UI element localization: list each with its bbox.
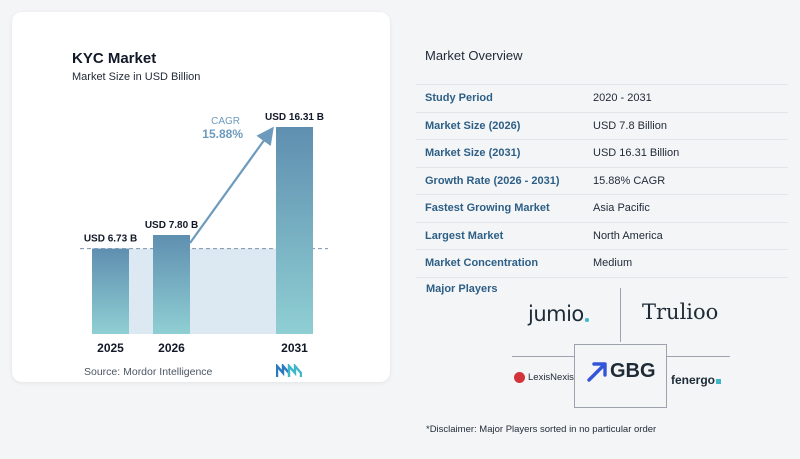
bar-value-label: USD 16.31 B	[265, 112, 324, 123]
x-tick-label: 2026	[158, 341, 185, 355]
jumio-dot-icon	[584, 318, 589, 322]
gbg-arrow-icon	[587, 361, 607, 382]
bar-value-label: USD 6.73 B	[84, 234, 137, 245]
divider	[574, 344, 667, 345]
trulioo-logo: Trulioo	[642, 300, 718, 324]
overview-row-label: Growth Rate (2026 - 2031)	[425, 174, 560, 187]
divider	[574, 407, 667, 408]
lexisnexis-logo: LexisNexis	[514, 372, 574, 383]
major-players-label: Major Players	[426, 283, 498, 295]
overview-row-label: Fastest Growing Market	[425, 202, 550, 215]
overview-row-value: North America	[593, 229, 663, 242]
lexisnexis-emblem-icon	[514, 372, 525, 383]
fenergo-logo: fenergo	[671, 373, 722, 387]
fenergo-square-icon	[716, 379, 722, 384]
divider	[620, 288, 621, 342]
overview-row-value: Asia Pacific	[593, 202, 650, 215]
fenergo-logo-text: fenergo	[671, 373, 716, 387]
overview-row-label: Market Size (2026)	[425, 119, 521, 132]
chart-title: KYC Market	[72, 50, 157, 67]
overview-row: Study Period 2020 - 2031	[416, 84, 788, 113]
overview-row: Largest Market North America	[416, 223, 788, 250]
cagr-label: CAGR	[211, 116, 240, 127]
divider	[512, 356, 574, 357]
cagr-value: 15.88%	[202, 127, 243, 141]
bar-2025	[92, 248, 129, 334]
cagr-arrow	[189, 126, 274, 244]
overview-row-label: Market Size (2031)	[425, 147, 521, 160]
jumio-logo-text: jumio	[528, 302, 584, 326]
x-tick-label: 2025	[97, 341, 124, 355]
disclaimer-text: *Disclaimer: Major Players sorted in no …	[426, 424, 657, 435]
trulioo-logo-text: Trulioo	[642, 300, 719, 324]
bar-chart: USD 6.73 B 2025 USD 7.80 B 2026 USD 16.31 B 2…	[80, 112, 328, 355]
lexisnexis-logo-text: LexisNexis	[528, 372, 574, 383]
overview-row-value: 15.88% CAGR	[593, 174, 666, 187]
bar-value-label: USD 7.80 B	[145, 220, 198, 231]
overview-row-label: Study Period	[425, 92, 493, 105]
gbg-logo-text: GBG	[610, 360, 656, 382]
divider	[666, 356, 730, 357]
chart-subtitle: Market Size in USD Billion	[72, 71, 201, 83]
overview-table: Study Period 2020 - 2031 Market Size (20…	[416, 84, 788, 278]
jumio-logo: jumio	[528, 302, 589, 326]
overview-title: Market Overview	[425, 48, 523, 63]
overview-row: Growth Rate (2026 - 2031) 15.88% CAGR	[416, 168, 788, 195]
overview-row: Market Size (2026) USD 7.8 Billion	[416, 113, 788, 140]
divider	[574, 344, 575, 408]
overview-row-value: 2020 - 2031	[593, 92, 652, 105]
overview-row-label: Market Concentration	[425, 257, 539, 270]
overview-row-label: Largest Market	[425, 229, 504, 242]
overview-row-value: USD 7.8 Billion	[593, 119, 667, 132]
divider	[666, 344, 667, 408]
overview-row: Market Concentration Medium	[416, 250, 788, 278]
x-tick-label: 2031	[281, 341, 308, 355]
gbg-logo: GBG	[586, 360, 656, 383]
bar-2026	[153, 235, 190, 334]
overview-row-value: USD 16.31 Billion	[593, 147, 680, 160]
overview-row: Fastest Growing Market Asia Pacific	[416, 195, 788, 223]
bar-2031	[276, 127, 313, 334]
overview-row: Market Size (2031) USD 16.31 Billion	[416, 140, 788, 168]
overview-row-value: Medium	[593, 257, 633, 270]
mordor-logo-icon	[275, 362, 303, 383]
source-text: Source: Mordor Intelligence	[84, 366, 213, 378]
